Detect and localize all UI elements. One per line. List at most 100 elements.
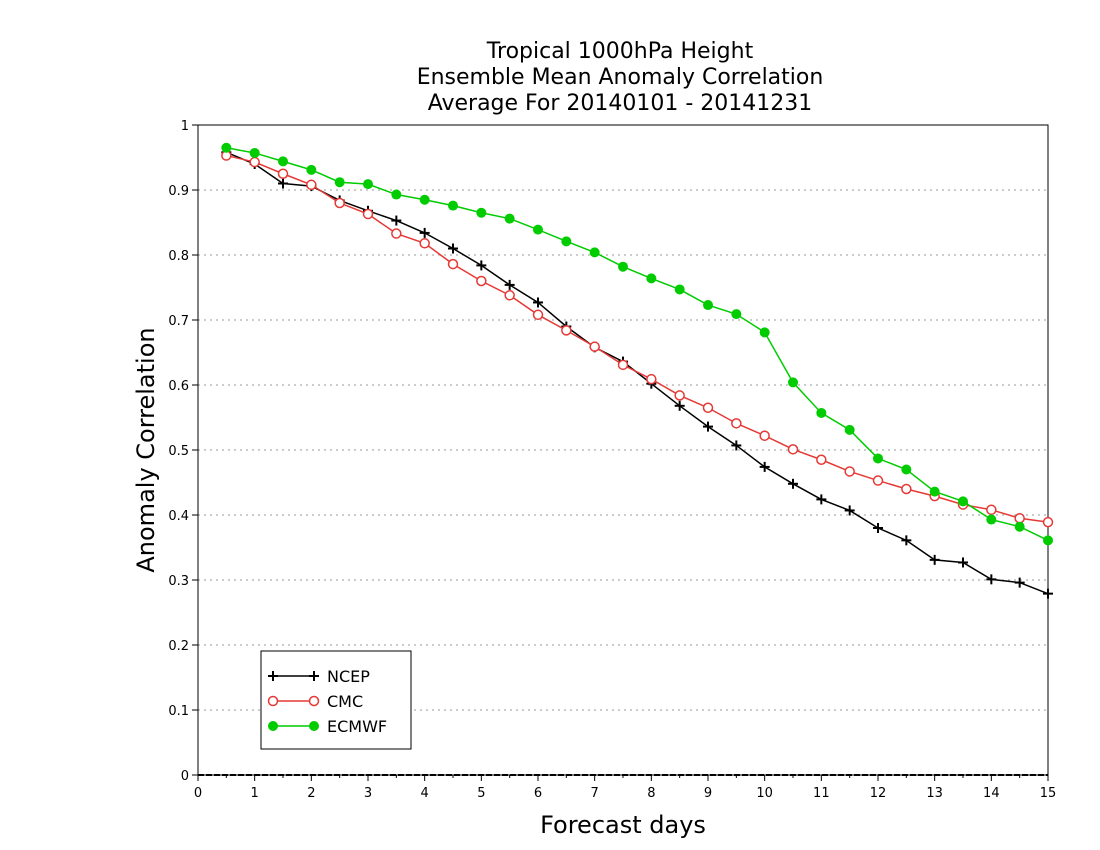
x-tick-label: 13 bbox=[926, 786, 943, 801]
x-tick-label: 0 bbox=[194, 786, 202, 801]
legend-marker-ncep bbox=[268, 671, 278, 681]
legend-label-ecmwf: ECMWF bbox=[327, 717, 387, 736]
data-point-ecmwf bbox=[731, 309, 742, 320]
series-line-ncep bbox=[226, 151, 1049, 595]
legend-item-cmc: CMC bbox=[267, 692, 363, 711]
x-tick-label: 10 bbox=[756, 786, 773, 801]
y-tick-label: 0.8 bbox=[168, 249, 189, 264]
data-point-ecmwf bbox=[929, 486, 940, 497]
data-point-ecmwf bbox=[646, 273, 657, 284]
data-point-ecmwf bbox=[873, 453, 883, 464]
data-point-ecmwf bbox=[448, 200, 458, 211]
data-point-cmc bbox=[1014, 513, 1025, 524]
data-point-ecmwf bbox=[901, 464, 912, 475]
data-point-ncep bbox=[759, 461, 770, 472]
data-point-ecmwf bbox=[1043, 535, 1053, 546]
legend-item-ecmwf: ECMWF bbox=[268, 717, 387, 736]
legend-marker-cmc bbox=[267, 695, 279, 707]
y-tick-label: 0.1 bbox=[168, 704, 189, 719]
data-point-ecmwf bbox=[816, 407, 827, 418]
data-point-ncep bbox=[958, 557, 968, 568]
data-point-cmc bbox=[532, 309, 544, 321]
data-point-ecmwf bbox=[986, 514, 997, 525]
y-tick-label: 1 bbox=[181, 119, 189, 134]
data-point-ncep bbox=[533, 297, 543, 308]
legend-marker-ecmwf bbox=[268, 721, 278, 731]
y-tick-label: 0 bbox=[181, 769, 189, 784]
legend-label-ncep: NCEP bbox=[327, 667, 370, 686]
data-point-ncep bbox=[1014, 577, 1025, 588]
data-point-cmc bbox=[1042, 516, 1054, 528]
x-tick-label: 9 bbox=[704, 786, 712, 801]
title-line-1: Tropical 1000hPa Height bbox=[486, 39, 754, 64]
data-point-ncep bbox=[844, 505, 855, 516]
x-tick-label: 8 bbox=[647, 786, 655, 801]
x-tick-label: 1 bbox=[251, 786, 259, 801]
data-point-ncep bbox=[731, 440, 742, 451]
data-point-cmc bbox=[249, 156, 260, 168]
x-tick-label: 2 bbox=[307, 786, 315, 801]
data-point-ecmwf bbox=[363, 179, 373, 190]
data-point-ncep bbox=[278, 178, 288, 189]
data-point-cmc bbox=[872, 475, 884, 486]
data-point-ecmwf bbox=[533, 224, 543, 235]
data-point-ncep bbox=[703, 421, 713, 432]
data-point-ecmwf bbox=[419, 194, 430, 205]
data-point-ecmwf bbox=[391, 189, 402, 200]
data-point-ecmwf bbox=[674, 284, 685, 295]
legend-marker-ncep bbox=[309, 671, 319, 681]
data-point-cmc bbox=[787, 444, 799, 455]
data-point-ncep bbox=[504, 279, 515, 290]
data-point-ecmwf bbox=[589, 247, 600, 258]
chart-title: Tropical 1000hPa Height Ensemble Mean An… bbox=[417, 39, 824, 116]
legend-marker-cmc bbox=[308, 695, 320, 707]
data-point-cmc bbox=[504, 290, 515, 301]
y-tick-label: 0.6 bbox=[168, 379, 189, 394]
data-point-cmc bbox=[306, 179, 317, 191]
data-point-ncep bbox=[901, 535, 912, 546]
data-point-ncep bbox=[419, 227, 430, 238]
legend: NCEP CMC ECMWF bbox=[260, 650, 412, 750]
legend-box bbox=[260, 650, 412, 750]
title-line-3: Average For 20140101 - 20141231 bbox=[428, 91, 813, 116]
data-point-cmc bbox=[816, 454, 827, 465]
x-tick-label: 15 bbox=[1040, 786, 1057, 801]
legend-item-ncep: NCEP bbox=[268, 667, 370, 686]
data-point-cmc bbox=[844, 466, 855, 477]
y-tick-label: 0.3 bbox=[168, 574, 189, 589]
series-cmc bbox=[221, 150, 1054, 528]
y-tick-label: 0.7 bbox=[168, 314, 189, 329]
data-point-ecmwf bbox=[788, 377, 798, 388]
data-point-ecmwf bbox=[759, 327, 770, 338]
data-point-ncep bbox=[476, 260, 487, 271]
data-point-cmc bbox=[702, 402, 714, 413]
x-tick-label: 11 bbox=[813, 786, 830, 801]
data-point-cmc bbox=[759, 430, 770, 441]
data-point-ncep bbox=[674, 400, 685, 411]
data-point-ecmwf bbox=[844, 424, 855, 435]
y-tick-label: 0.2 bbox=[168, 639, 189, 654]
data-point-ncep bbox=[816, 494, 827, 505]
data-point-ecmwf bbox=[504, 213, 515, 224]
x-tick-label: 3 bbox=[364, 786, 372, 801]
data-point-ncep bbox=[391, 215, 402, 226]
data-point-ncep bbox=[448, 243, 458, 254]
data-point-ecmwf bbox=[703, 300, 713, 311]
series-layer bbox=[221, 142, 1054, 599]
data-point-ncep bbox=[929, 554, 940, 565]
data-point-cmc bbox=[901, 483, 912, 495]
data-point-cmc bbox=[277, 168, 289, 179]
data-point-cmc bbox=[447, 258, 459, 270]
data-point-ecmwf bbox=[1014, 521, 1025, 532]
data-point-ecmwf bbox=[221, 142, 232, 153]
x-tick-label: 7 bbox=[591, 786, 599, 801]
x-tick-label: 6 bbox=[534, 786, 542, 801]
x-tick-label: 5 bbox=[477, 786, 485, 801]
data-point-cmc bbox=[986, 504, 997, 516]
data-point-cmc bbox=[646, 373, 657, 385]
data-point-ncep bbox=[986, 574, 997, 585]
data-point-cmc bbox=[561, 325, 572, 336]
x-tick-label: 14 bbox=[983, 786, 1000, 801]
data-point-cmc bbox=[731, 418, 742, 429]
